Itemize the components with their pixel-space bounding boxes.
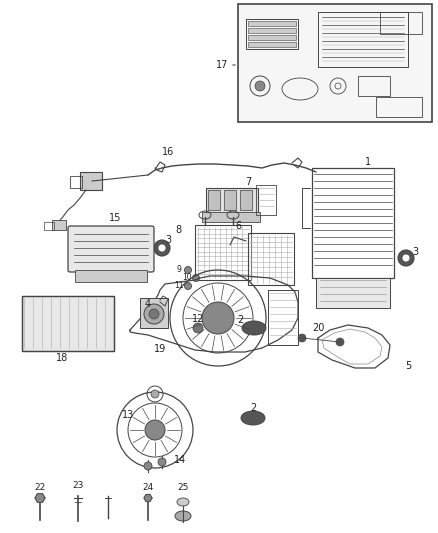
Bar	[195, 225, 251, 280]
Bar	[206, 188, 258, 213]
Text: 19: 19	[154, 344, 166, 354]
Ellipse shape	[242, 321, 266, 335]
Ellipse shape	[175, 511, 191, 521]
Bar	[208, 190, 220, 210]
Text: 10: 10	[182, 273, 192, 282]
Polygon shape	[35, 494, 45, 502]
Text: 14: 14	[174, 455, 186, 465]
Bar	[316, 278, 390, 308]
Bar	[248, 42, 296, 47]
Circle shape	[184, 266, 191, 273]
Ellipse shape	[241, 411, 265, 425]
Bar	[246, 19, 298, 49]
Bar	[376, 97, 422, 117]
Bar	[70, 176, 82, 188]
Bar	[44, 222, 54, 230]
Text: 15: 15	[109, 213, 121, 223]
Bar	[240, 190, 252, 210]
Bar	[140, 298, 168, 328]
Bar	[238, 4, 432, 122]
Circle shape	[402, 254, 410, 262]
Text: 2: 2	[237, 315, 243, 325]
Circle shape	[255, 81, 265, 91]
Text: 12: 12	[192, 314, 204, 324]
Circle shape	[145, 420, 165, 440]
Bar	[202, 212, 260, 222]
Text: 3: 3	[165, 235, 171, 245]
Text: 4: 4	[145, 299, 151, 309]
Text: 25: 25	[177, 483, 189, 492]
Bar	[52, 220, 66, 230]
Text: 16: 16	[162, 147, 174, 157]
Circle shape	[154, 240, 170, 256]
Text: 9: 9	[177, 265, 181, 274]
Bar	[312, 168, 394, 278]
Circle shape	[336, 338, 344, 346]
Text: 5: 5	[405, 361, 411, 371]
Text: 2: 2	[250, 403, 256, 413]
Circle shape	[193, 323, 203, 333]
Circle shape	[184, 282, 191, 289]
Text: 17: 17	[216, 60, 228, 70]
Ellipse shape	[177, 498, 189, 506]
Text: 23: 23	[72, 481, 84, 490]
Circle shape	[192, 274, 199, 281]
Bar	[80, 172, 102, 190]
Text: 11: 11	[174, 281, 184, 290]
Circle shape	[202, 302, 234, 334]
Bar	[380, 12, 422, 34]
Text: 7: 7	[245, 177, 251, 187]
Circle shape	[158, 244, 166, 252]
Circle shape	[151, 390, 159, 398]
Text: 1: 1	[365, 157, 371, 167]
Text: 8: 8	[175, 225, 181, 235]
Bar	[248, 28, 296, 33]
FancyBboxPatch shape	[68, 226, 154, 272]
Bar	[224, 190, 236, 210]
Polygon shape	[144, 495, 152, 502]
Bar	[248, 233, 294, 285]
Bar	[318, 12, 408, 67]
Circle shape	[144, 462, 152, 470]
Text: 3: 3	[412, 247, 418, 257]
Bar	[256, 185, 276, 215]
Text: 24: 24	[142, 483, 154, 492]
Circle shape	[298, 334, 306, 342]
Circle shape	[144, 304, 164, 324]
Circle shape	[158, 458, 166, 466]
Bar	[268, 290, 298, 345]
Text: 18: 18	[56, 353, 68, 363]
Text: 20: 20	[312, 323, 324, 333]
Bar	[358, 76, 390, 96]
Text: 13: 13	[122, 410, 134, 420]
Text: 22: 22	[34, 483, 46, 492]
Bar	[22, 296, 114, 351]
Bar	[22, 296, 114, 351]
Circle shape	[398, 250, 414, 266]
Bar	[248, 35, 296, 40]
Text: 6: 6	[235, 221, 241, 231]
Bar	[75, 270, 147, 282]
Bar	[248, 21, 296, 26]
Circle shape	[149, 309, 159, 319]
